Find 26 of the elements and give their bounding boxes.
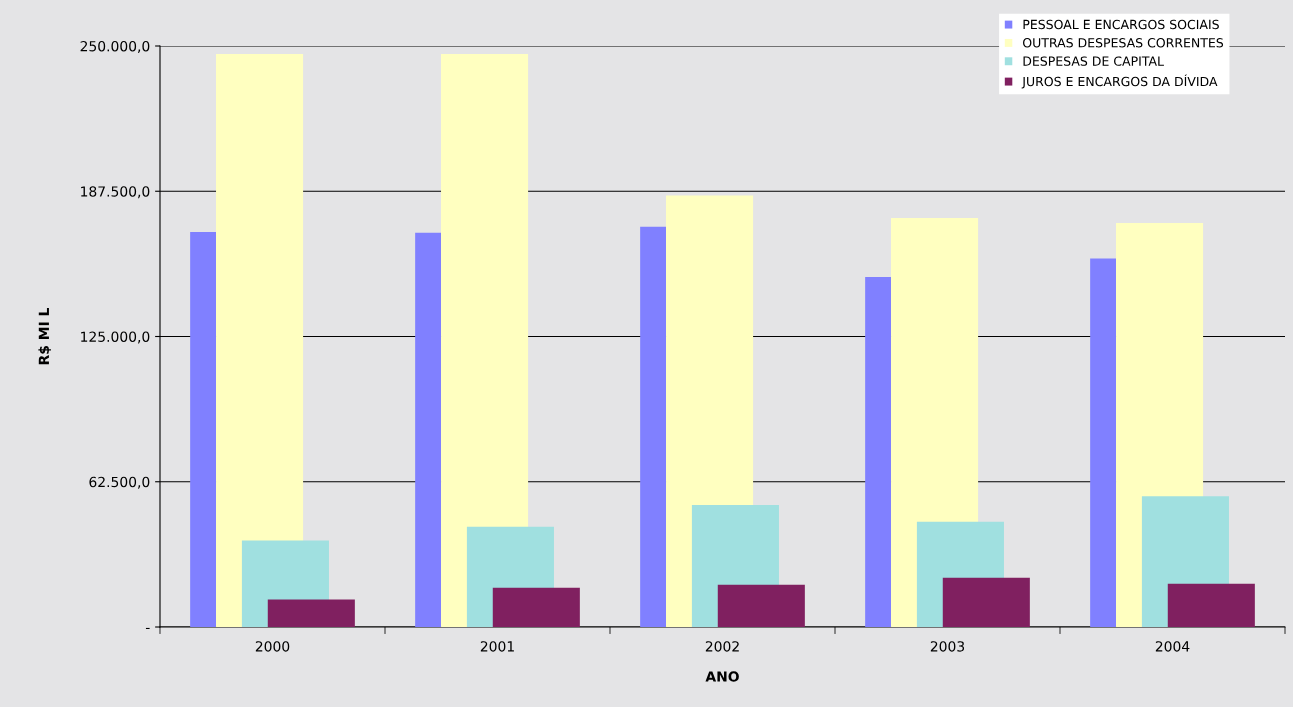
legend-label: JUROS E ENCARGOS DA DÍVIDA bbox=[1021, 74, 1218, 89]
legend-label: DESPESAS DE CAPITAL bbox=[1023, 56, 1164, 66]
bar bbox=[865, 277, 892, 627]
legend-label: OUTRAS DESPESAS CORRENTES bbox=[1023, 38, 1224, 48]
bar bbox=[640, 226, 667, 627]
bar bbox=[942, 577, 1030, 627]
y-tick-label: 125.000,0 bbox=[81, 331, 150, 344]
y-axis-title: R$ MI L bbox=[38, 307, 51, 365]
bar bbox=[267, 599, 355, 627]
bar bbox=[1167, 583, 1255, 627]
y-tick-label: 62.500,0 bbox=[89, 476, 150, 489]
bar bbox=[190, 231, 217, 627]
bar bbox=[717, 584, 805, 627]
y-tick-label: 250.000,0 bbox=[80, 40, 150, 53]
x-tick-label: 2001 bbox=[480, 641, 514, 652]
legend-label: PESSOAL E ENCARGOS SOCIAIS bbox=[1023, 19, 1219, 30]
bar bbox=[492, 587, 580, 627]
y-tick-label: - bbox=[145, 627, 150, 630]
x-tick-label: 2003 bbox=[930, 641, 965, 652]
x-tick-label: 2000 bbox=[255, 641, 290, 652]
x-tick-label: 2004 bbox=[1155, 641, 1190, 652]
x-axis-title: ANO bbox=[705, 671, 739, 682]
bar bbox=[415, 232, 442, 627]
x-tick-label: 2002 bbox=[705, 641, 739, 652]
bar bbox=[1090, 258, 1117, 627]
y-tick-label: 187.500,0 bbox=[81, 186, 150, 199]
